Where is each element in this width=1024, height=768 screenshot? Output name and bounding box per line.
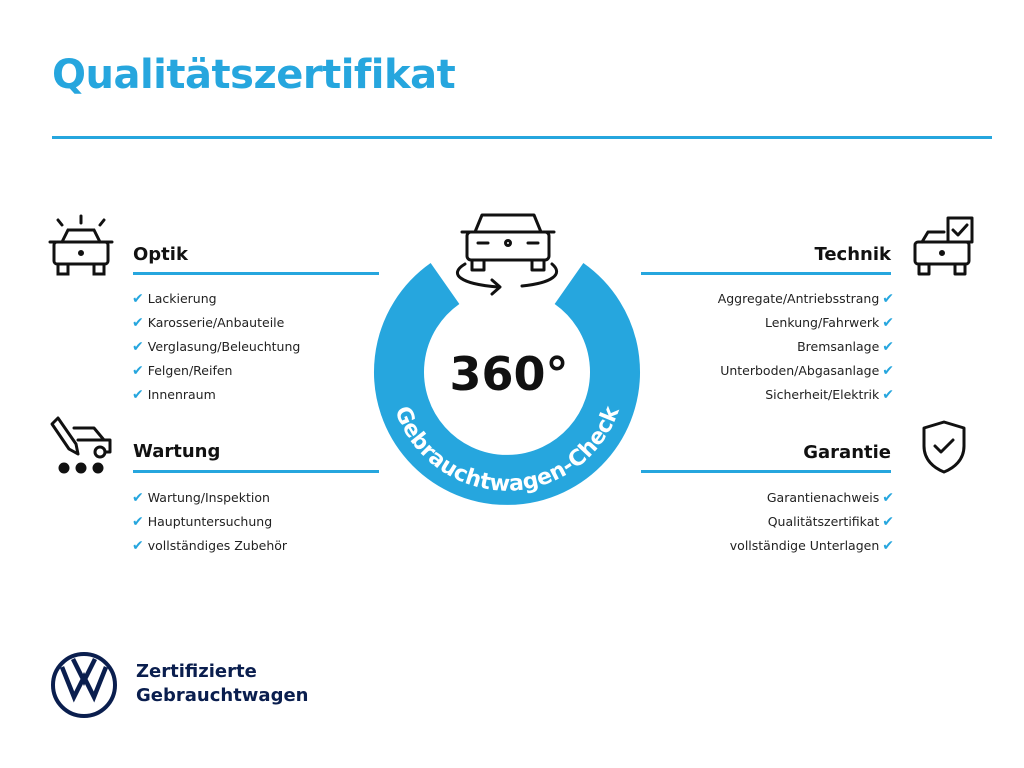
check-icon: ✔ xyxy=(882,315,894,331)
car-shine-icon xyxy=(48,214,114,276)
car-checklist-icon xyxy=(913,216,974,276)
check-icon: ✔ xyxy=(132,315,144,331)
badge-ring xyxy=(374,263,640,505)
check-icon: ✔ xyxy=(882,514,894,530)
section-heading-garantie: Garantie xyxy=(803,442,891,463)
check-icon: ✔ xyxy=(132,387,144,403)
list-item: ✔ Karosserie/Anbauteile xyxy=(132,315,285,331)
section-divider xyxy=(133,470,379,473)
list-item: ✔ Felgen/Reifen xyxy=(132,363,233,379)
section-divider xyxy=(641,272,891,275)
check-icon: ✔ xyxy=(882,291,894,307)
list-item: Aggregate/Antriebsstrang ✔ xyxy=(717,291,894,307)
list-item: ✔ Lackierung xyxy=(132,291,217,307)
page-title: Qualitätszertifikat xyxy=(52,52,456,98)
list-item: Unterboden/Abgasanlage ✔ xyxy=(720,363,894,379)
check-icon: ✔ xyxy=(882,387,894,403)
check-icon: ✔ xyxy=(132,339,144,355)
list-garantie: Garantienachweis ✔ Qualitätszertifikat ✔ v… xyxy=(591,486,894,558)
check-icon: ✔ xyxy=(132,538,144,554)
section-heading-wartung: Wartung xyxy=(133,441,221,462)
list-item: vollständige Unterlagen ✔ xyxy=(729,538,894,554)
vw-logo xyxy=(51,652,117,718)
shield-check-icon xyxy=(922,420,966,474)
check-icon: ✔ xyxy=(882,339,894,355)
list-item: ✔ Wartung/Inspektion xyxy=(132,490,270,506)
list-item: Bremsanlage ✔ xyxy=(797,339,894,355)
list-item: Garantienachweis ✔ xyxy=(766,490,894,506)
check-icon: ✔ xyxy=(882,538,894,554)
badge-value: 360° xyxy=(449,347,568,401)
section-divider xyxy=(641,470,891,473)
list-item: ✔ Verglasung/Beleuchtung xyxy=(132,339,301,355)
list-item: Sicherheit/Elektrik ✔ xyxy=(765,387,894,403)
list-optik: ✔ Lackierung ✔ Karosserie/Anbauteile ✔ Verg… xyxy=(132,287,300,407)
section-heading-technik: Technik xyxy=(814,244,891,265)
list-item: Lenkung/Fahrwerk ✔ xyxy=(765,315,894,331)
check-icon: ✔ xyxy=(132,490,144,506)
section-heading-optik: Optik xyxy=(133,244,188,265)
check-icon: ✔ xyxy=(132,363,144,379)
car-service-icon xyxy=(50,416,112,474)
list-item: ✔ Innenraum xyxy=(132,387,216,403)
section-divider xyxy=(133,272,379,275)
list-wartung: ✔ Wartung/Inspektion ✔ Hauptuntersuchung ✔… xyxy=(132,486,287,558)
list-item: ✔ Hauptuntersuchung xyxy=(132,514,273,530)
list-item: Qualitätszertifikat ✔ xyxy=(767,514,894,530)
footer-brand-text: Zertifizierte Gebrauchtwagen xyxy=(136,661,309,706)
check-icon: ✔ xyxy=(132,291,144,307)
title-divider xyxy=(52,136,992,139)
car-rotate-icon xyxy=(456,213,559,296)
check-icon: ✔ xyxy=(882,490,894,506)
check-icon: ✔ xyxy=(132,514,144,530)
list-technik: Aggregate/Antriebsstrang ✔ Lenkung/Fahrwe… xyxy=(591,287,894,407)
check-icon: ✔ xyxy=(882,363,894,379)
list-item: ✔ vollständiges Zubehör xyxy=(132,538,288,554)
